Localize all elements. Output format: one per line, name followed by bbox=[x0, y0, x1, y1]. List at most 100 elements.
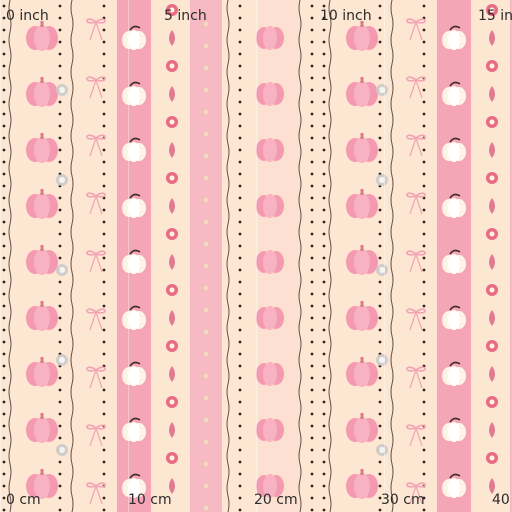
dot bbox=[378, 28, 382, 32]
dot bbox=[58, 52, 62, 56]
ribbon-bow-icon bbox=[406, 308, 426, 331]
watermark-badge-icon bbox=[376, 354, 388, 366]
dot bbox=[310, 196, 314, 200]
sunflower-icon bbox=[166, 4, 178, 16]
dot bbox=[238, 196, 242, 200]
dot bbox=[322, 40, 326, 44]
dot bbox=[378, 412, 382, 416]
dot bbox=[322, 460, 326, 464]
pink-pumpkin-icon bbox=[256, 362, 284, 386]
watermark-badge-icon bbox=[376, 174, 388, 186]
dot bbox=[58, 376, 62, 380]
dot bbox=[310, 436, 314, 440]
pink-pumpkin-icon bbox=[256, 138, 284, 162]
small-pumpkin-icon bbox=[202, 460, 210, 468]
dot bbox=[2, 64, 6, 68]
wavy-line bbox=[226, 0, 230, 512]
pink-stripe-light bbox=[510, 0, 512, 512]
dot bbox=[310, 16, 314, 20]
leaf-icon bbox=[489, 366, 495, 382]
dot bbox=[102, 232, 106, 236]
dot bbox=[310, 88, 314, 92]
dot bbox=[378, 16, 382, 20]
dot bbox=[2, 28, 6, 32]
dot bbox=[322, 364, 326, 368]
dot bbox=[58, 424, 62, 428]
sunflower-icon bbox=[166, 116, 178, 128]
dot bbox=[378, 76, 382, 80]
leaf-icon bbox=[169, 86, 175, 102]
dot bbox=[322, 88, 326, 92]
pink-pumpkin-icon bbox=[256, 26, 284, 50]
ribbon-bow-icon bbox=[406, 482, 426, 505]
dot bbox=[378, 460, 382, 464]
dot bbox=[2, 460, 6, 464]
pink-pumpkin-icon bbox=[346, 301, 378, 331]
pink-pumpkin-icon bbox=[256, 474, 284, 498]
dot bbox=[310, 52, 314, 56]
white-pumpkin-icon bbox=[122, 305, 146, 330]
sunflower-icon bbox=[486, 4, 498, 16]
ruler-bottom-label-0: 0 cm bbox=[6, 492, 41, 508]
dot bbox=[102, 100, 106, 104]
dot bbox=[2, 268, 6, 272]
small-pumpkin-icon bbox=[202, 86, 210, 94]
dot bbox=[422, 244, 426, 248]
ribbon-bow-icon bbox=[86, 482, 106, 505]
pink-pumpkin-icon bbox=[256, 250, 284, 274]
dot bbox=[2, 304, 6, 308]
dot bbox=[322, 472, 326, 476]
watermark-badge-icon bbox=[56, 264, 68, 276]
dot bbox=[310, 148, 314, 152]
wavy-line bbox=[70, 0, 74, 512]
ruler-top-label-0: 0 inch bbox=[6, 8, 49, 24]
dot bbox=[422, 112, 426, 116]
pink-pumpkin-icon bbox=[256, 82, 284, 106]
dot bbox=[322, 76, 326, 80]
dot bbox=[378, 208, 382, 212]
dot bbox=[238, 424, 242, 428]
small-pumpkin-icon bbox=[202, 394, 210, 402]
dot bbox=[422, 412, 426, 416]
dot bbox=[2, 292, 6, 296]
dot bbox=[238, 328, 242, 332]
pink-pumpkin-icon bbox=[346, 413, 378, 443]
dot bbox=[378, 244, 382, 248]
dot bbox=[2, 316, 6, 320]
dot bbox=[238, 484, 242, 488]
dot bbox=[378, 496, 382, 500]
dot bbox=[310, 316, 314, 320]
small-pumpkin-icon bbox=[202, 108, 210, 116]
leaf-icon bbox=[489, 30, 495, 46]
pattern-repeat bbox=[2, 0, 314, 512]
small-pumpkin-icon bbox=[202, 482, 210, 490]
ribbon-bow-icon bbox=[406, 424, 426, 447]
dot bbox=[58, 76, 62, 80]
dot bbox=[310, 340, 314, 344]
dot bbox=[102, 412, 106, 416]
dot bbox=[58, 484, 62, 488]
dot bbox=[58, 148, 62, 152]
watermark-badge-icon bbox=[56, 174, 68, 186]
dot bbox=[102, 340, 106, 344]
ribbon-bow-icon bbox=[86, 76, 106, 99]
dot bbox=[378, 196, 382, 200]
white-pumpkin-icon bbox=[442, 137, 466, 162]
dot bbox=[310, 448, 314, 452]
dot bbox=[310, 256, 314, 260]
dot bbox=[422, 328, 426, 332]
dot bbox=[322, 400, 326, 404]
leaf-icon bbox=[489, 310, 495, 326]
dot bbox=[422, 256, 426, 260]
dot bbox=[322, 256, 326, 260]
small-pumpkin-icon bbox=[202, 240, 210, 248]
dot bbox=[102, 460, 106, 464]
ribbon-bow-icon bbox=[406, 76, 426, 99]
dot bbox=[58, 340, 62, 344]
dot bbox=[238, 100, 242, 104]
watermark-badge-icon bbox=[56, 444, 68, 456]
dot bbox=[2, 100, 6, 104]
white-pumpkin-icon bbox=[442, 81, 466, 106]
dot bbox=[378, 160, 382, 164]
ribbon-bow-icon bbox=[86, 250, 106, 273]
